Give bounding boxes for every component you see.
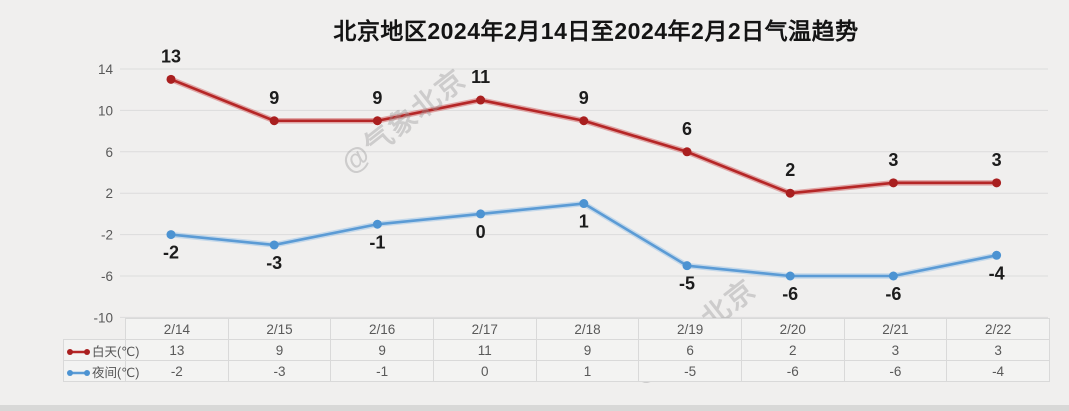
table-row: 白天(℃) 13 9 9 11 9 6 2 3 3: [63, 339, 1050, 361]
night-temp-cell: -1: [330, 360, 434, 382]
data-point-label: 2: [785, 160, 795, 180]
legend-label: 白天(℃): [92, 344, 140, 359]
legend-label: 夜间(℃): [92, 365, 140, 380]
table-corner-cell: [64, 319, 126, 340]
data-point-marker: [579, 199, 589, 209]
data-point-marker: [476, 95, 486, 105]
data-point-marker: [992, 250, 1002, 260]
day-temp-cell: 2: [740, 339, 845, 361]
date-header-cell: 2/15: [227, 318, 332, 340]
chart-title: 北京地区2024年2月14日至2024年2月2日气温趋势: [333, 18, 859, 44]
night-temp-cell: -3: [227, 360, 332, 382]
table-row: 夜间(℃) -2 -3 -1 0 1 -5 -6 -6 -4: [63, 360, 1050, 382]
date-header-cell: 2/19: [638, 318, 742, 340]
night-temp-cell: -2: [125, 360, 229, 382]
y-axis-tick-label: 14: [98, 62, 114, 77]
legend-line-marker-icon: [67, 370, 90, 377]
temperature-data-table: 2/14 2/15 2/16 2/17 2/18 2/19 2/20 2/21 2/22 白天(℃…: [63, 318, 1050, 382]
data-point-marker: [476, 209, 486, 219]
data-point-label: -5: [679, 274, 695, 294]
y-axis-tick-label: -2: [101, 228, 113, 243]
data-point-marker: [269, 116, 279, 126]
legend-day-cell: 白天(℃): [63, 339, 139, 361]
day-temp-cell: 3: [843, 339, 948, 361]
day-temp-cell: 6: [638, 339, 742, 361]
data-point-label: -3: [266, 253, 282, 273]
day-temp-cell: 11: [432, 339, 537, 361]
legend-line-marker-icon: [67, 349, 90, 356]
y-axis-tick-label: 2: [105, 186, 113, 201]
data-point-label: -4: [989, 263, 1005, 283]
data-point-label: 9: [269, 88, 279, 108]
data-point-marker: [785, 271, 795, 281]
date-header-cell: 2/20: [740, 318, 845, 340]
data-point-label: 6: [682, 119, 692, 139]
data-point-marker: [166, 74, 176, 84]
night-temp-cell: -6: [740, 360, 845, 382]
data-point-marker: [888, 178, 898, 188]
data-point-marker: [785, 188, 795, 198]
data-point-marker: [269, 240, 279, 250]
data-point-label: 1: [579, 212, 589, 232]
data-point-label: 11: [471, 67, 490, 87]
y-axis-tick-label: -10: [93, 310, 113, 325]
data-point-label: -1: [369, 232, 385, 252]
day-temp-cell: 13: [125, 339, 229, 361]
date-header-cell: 2/17: [432, 318, 537, 340]
data-point-label: 3: [888, 150, 898, 170]
data-point-marker: [992, 178, 1002, 188]
data-point-marker: [372, 219, 382, 229]
data-point-label: 9: [372, 88, 382, 108]
data-point-label: 3: [992, 150, 1002, 170]
date-header-cell: 2/16: [330, 318, 434, 340]
data-point-label: 13: [161, 46, 181, 66]
data-point-marker: [682, 261, 692, 271]
day-temp-cell: 9: [227, 339, 332, 361]
night-temp-cell: 0: [432, 360, 537, 382]
data-point-marker: [166, 230, 176, 240]
data-point-marker: [888, 271, 898, 281]
data-point-label: 0: [476, 222, 486, 242]
legend-night-cell: 夜间(℃): [63, 360, 139, 382]
date-header-cell: 2/14: [125, 318, 229, 340]
data-point-label: -2: [163, 243, 179, 263]
y-axis-tick-label: 6: [105, 145, 113, 160]
day-temp-cell: 9: [535, 339, 640, 361]
data-point-marker: [682, 147, 692, 157]
night-temp-cell: -4: [946, 360, 1050, 382]
data-point-marker: [372, 116, 382, 126]
date-header-cell: 2/22: [946, 318, 1050, 340]
y-axis-tick-label: 10: [98, 103, 113, 118]
night-temp-cell: -6: [843, 360, 948, 382]
data-point-marker: [579, 116, 589, 126]
day-temp-cell: 9: [330, 339, 434, 361]
day-temp-cell: 3: [946, 339, 1050, 361]
data-point-label: 9: [579, 88, 589, 108]
y-axis-tick-label: -6: [101, 269, 113, 284]
date-header-cell: 2/21: [843, 318, 948, 340]
bottom-edge-strip: [0, 405, 1069, 411]
data-point-label: -6: [885, 284, 901, 304]
data-point-label: -6: [782, 284, 798, 304]
night-temp-cell: 1: [535, 360, 640, 382]
date-header-cell: 2/18: [535, 318, 640, 340]
night-temp-cell: -5: [638, 360, 742, 382]
